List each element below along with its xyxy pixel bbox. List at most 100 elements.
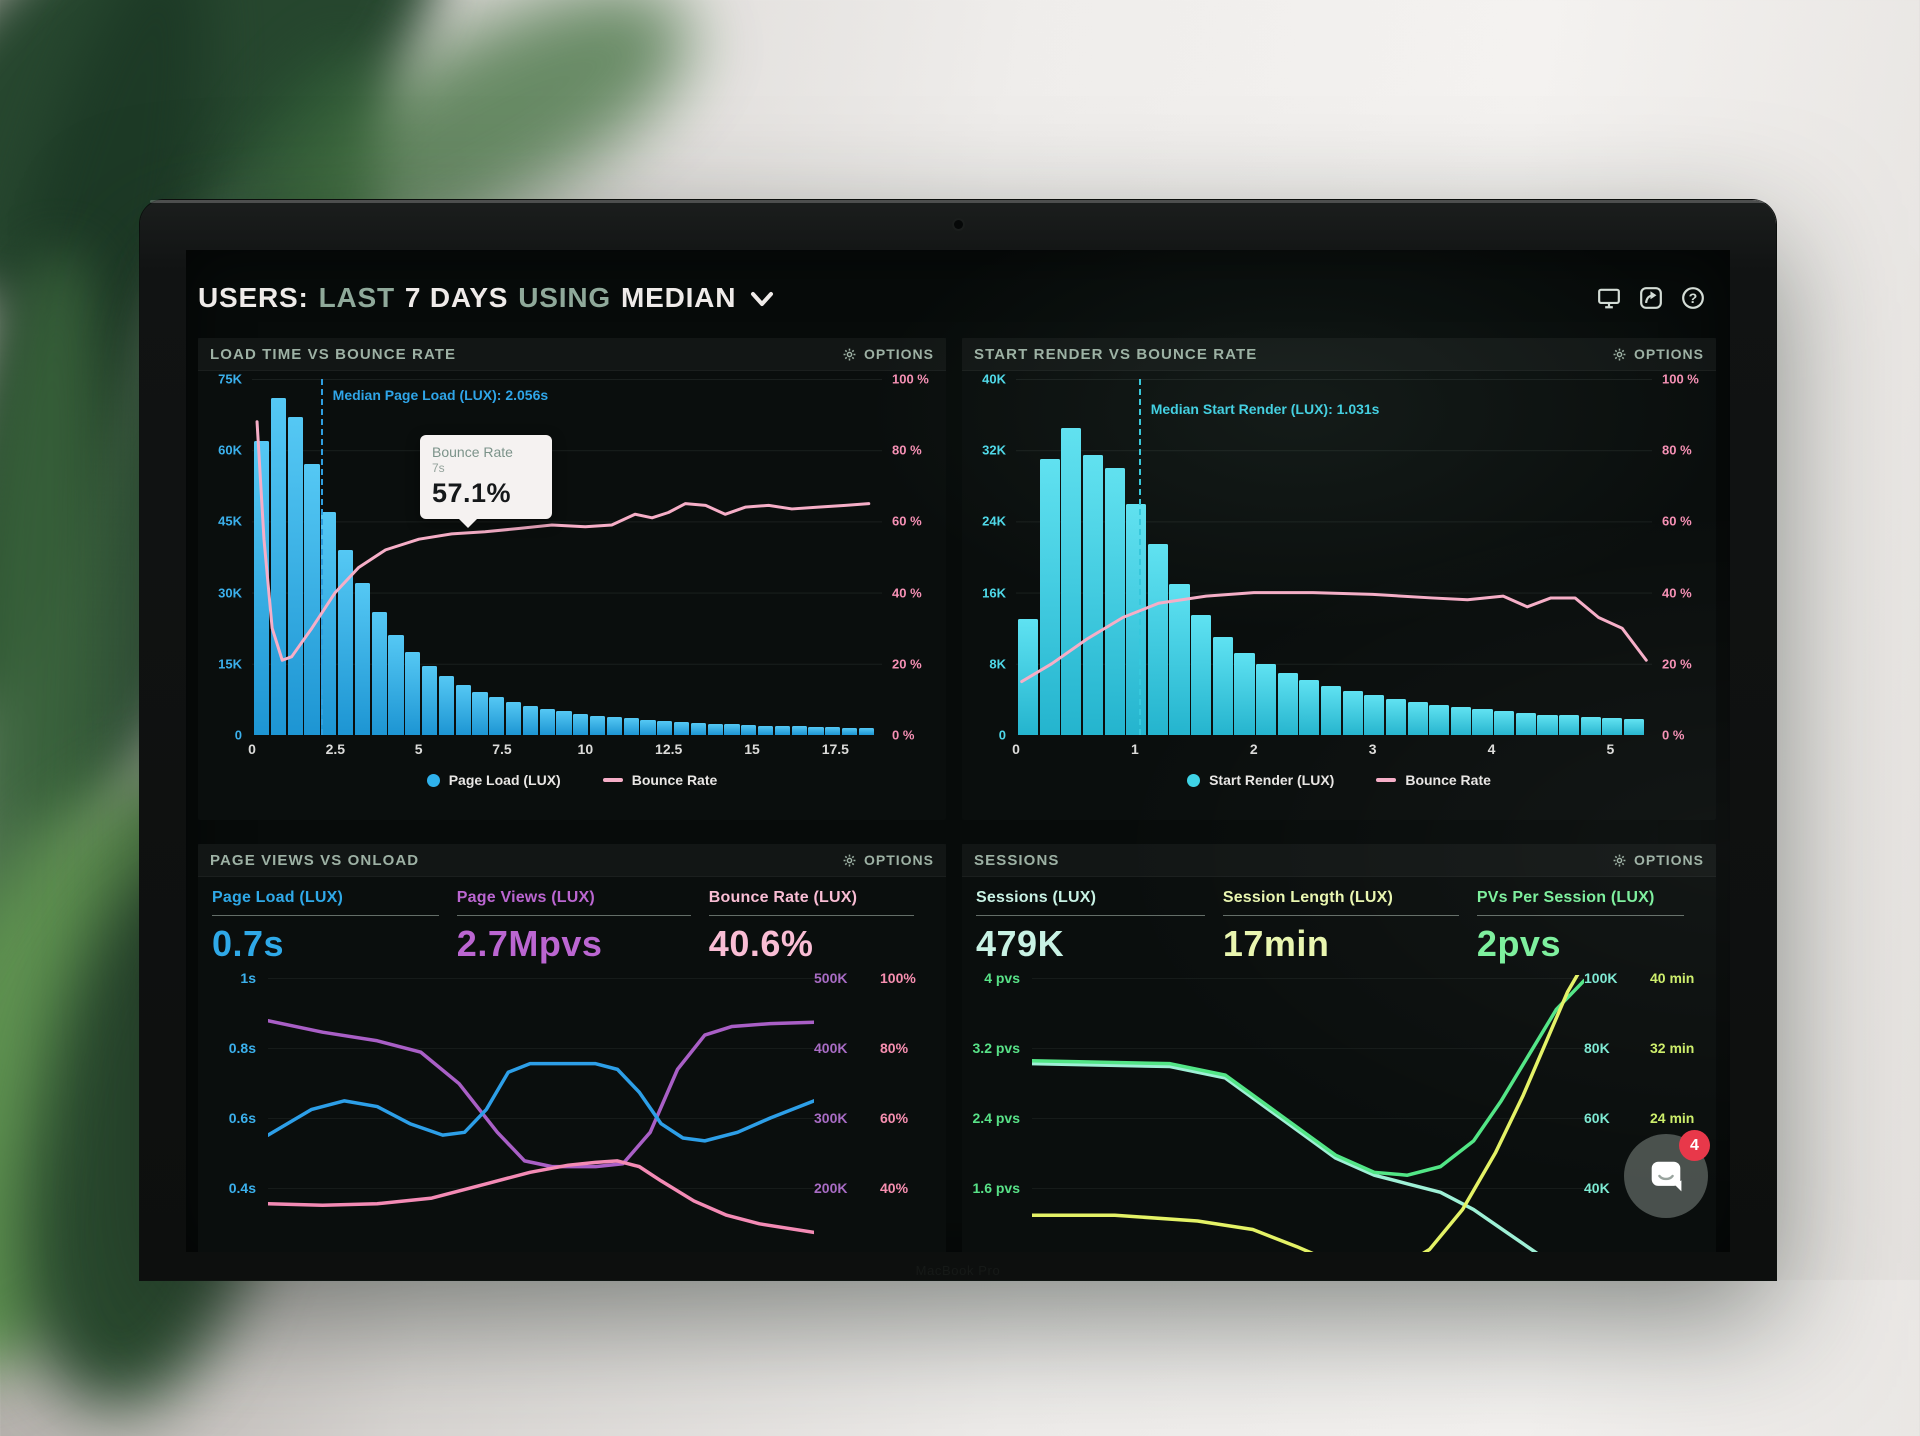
legend-item[interactable]: Bounce Rate [602,772,717,788]
metric-label: Session Length (LUX) [1222,889,1394,906]
bar [825,727,841,735]
plot-area: Median Page Load (LUX): 2.056s Bounce Ra… [252,379,882,735]
bar [1450,707,1471,735]
bar [1104,468,1125,735]
bar [589,715,606,735]
axis-label: 5 [1606,741,1615,757]
bar [1342,690,1363,735]
metric-bounce-rate[interactable]: Bounce Rate (LUX) 40.6% [708,889,932,965]
metric-divider [212,915,439,916]
axis-label: 0 [998,727,1006,743]
metric-row: Sessions (LUX) 479K Session Length (LUX)… [962,877,1716,965]
axis-label: 100K [1584,970,1618,986]
axis-label: 75K [218,371,242,387]
metric-value: 0.7s [212,923,285,964]
axis-label: 45K [218,513,242,529]
bar [741,725,757,735]
chevron-down-icon [750,284,774,316]
bar [757,725,774,735]
axis-label: 40K [1584,1180,1610,1196]
bar [1299,679,1320,735]
bar [1623,718,1645,735]
display-button[interactable] [1596,285,1622,311]
bar [673,721,690,735]
legend-line-marker [1376,778,1397,782]
axis-label: 80K [1584,1040,1610,1056]
bar [1407,702,1428,735]
axis-label: 0 [248,741,256,757]
bar [573,713,589,735]
metric-value: 479K [976,923,1065,964]
options-button[interactable]: OPTIONS [842,852,934,868]
bar [405,651,421,735]
legend-item[interactable]: Bounce Rate [1376,772,1491,788]
axis-label: 200K [814,1180,848,1196]
legend-label: Page Load (LUX) [448,772,561,788]
axis-label: 2.4 pvs [972,1110,1020,1126]
line-series [268,1064,814,1141]
bar [522,705,539,735]
metric-value: 2.7Mpvs [456,923,603,964]
panel-load-time-vs-bounce-rate: LOAD TIME VS BOUNCE RATE OPTIONS 75K 60K 4… [198,338,946,820]
help-icon: ? [1682,287,1704,309]
axis-label: 15K [218,656,242,672]
bar [1061,427,1082,735]
y-axis-right-k: 500K 400K 300K 200K [814,970,880,1252]
bar [1472,709,1493,735]
chat-launcher-button[interactable]: 4 [1624,1130,1710,1218]
metric-pvs-per-session[interactable]: PVs Per Session (LUX) 2pvs [1476,889,1702,965]
metric-row: Page Load (LUX) 0.7s Page Views (LUX) 2.… [198,877,946,965]
chart-tooltip: Bounce Rate 7s 57.1% [420,435,552,528]
y-axis-right-pct: 100% 80% 60% 40% [880,970,946,1252]
legend-dot-marker [426,773,440,787]
options-label: OPTIONS [863,852,934,868]
bar [1602,718,1623,735]
bar [791,726,807,735]
panel-title: PAGE VIEWS VS ONLOAD [210,851,420,869]
metric-page-load[interactable]: Page Load (LUX) 0.7s [212,889,457,965]
metric-sessions[interactable]: Sessions (LUX) 479K [976,889,1223,965]
line-series [268,1021,814,1167]
users-filter-dropdown[interactable]: USERS: LAST 7 DAYS USING MEDIAN [198,280,774,316]
panel-title: LOAD TIME VS BOUNCE RATE [210,345,457,363]
line-series [1032,981,1584,1175]
axis-label: 4 pvs [984,970,1020,986]
axis-label: 60K [1584,1110,1610,1126]
options-button[interactable]: OPTIONS [842,346,934,362]
axis-label: 24K [982,513,1006,529]
bar [724,724,740,735]
metric-session-length[interactable]: Session Length (LUX) 17min [1222,889,1477,965]
legend-item[interactable]: Page Load (LUX) [426,772,561,788]
options-button[interactable]: OPTIONS [1612,852,1704,868]
legend-item[interactable]: Start Render (LUX) [1187,772,1334,788]
y-axis-left: 40K 32K 24K 16K 8K 0 [962,372,1016,743]
bar [421,666,438,735]
metric-page-views[interactable]: Page Views (LUX) 2.7Mpvs [456,889,709,965]
axis-label: 16K [982,585,1006,601]
bar [1234,653,1255,735]
line-overlay [252,379,882,735]
median-line [1138,379,1141,735]
bar-series [254,379,874,735]
axis-label: 12.5 [655,741,683,757]
x-axis: 0 2.5 5 7.5 10 12.5 15 17.5 [248,735,882,761]
line-overlay [268,975,814,1252]
chat-unread-badge: 4 [1679,1130,1710,1161]
bar [1429,704,1450,735]
chart-legend: Start Render (LUX) Bounce Rate [962,761,1716,799]
panel-start-render-vs-bounce-rate: START RENDER VS BOUNCE RATE OPTIONS 40K 3… [962,338,1716,820]
title-segment: 7 DAYS [404,282,509,313]
panel-title: START RENDER VS BOUNCE RATE [974,345,1258,363]
display-icon [1598,288,1620,309]
bar-series [1018,379,1645,735]
axis-label: 60K [218,442,242,458]
share-button[interactable] [1638,285,1664,311]
bar [489,697,505,735]
help-button[interactable]: ? [1680,285,1706,311]
bar [808,726,824,735]
y-axis-right: 100K 80K 60K 40K 40 min 32 min 24 min [1584,970,1716,1252]
y-axis-right-k: 100K 80K 60K 40K [1584,970,1650,1252]
tooltip-title: Bounce Rate [432,444,513,460]
axis-label: 8K [989,656,1006,672]
options-button[interactable]: OPTIONS [1612,346,1704,362]
